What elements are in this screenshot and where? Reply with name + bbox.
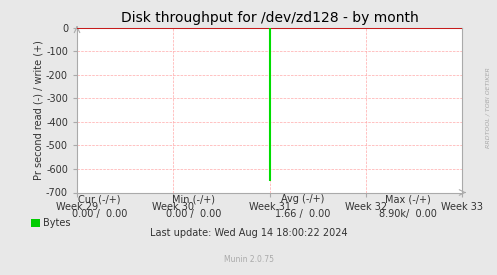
Text: RRDTOOL / TOBI OETIKER: RRDTOOL / TOBI OETIKER (486, 67, 491, 148)
Title: Disk throughput for /dev/zd128 - by month: Disk throughput for /dev/zd128 - by mont… (121, 11, 418, 25)
Text: 0.00 /  0.00: 0.00 / 0.00 (166, 209, 222, 219)
Text: 8.90k/  0.00: 8.90k/ 0.00 (379, 209, 436, 219)
Text: 1.66 /  0.00: 1.66 / 0.00 (275, 209, 331, 219)
Text: Cur (-/+): Cur (-/+) (78, 194, 121, 204)
Text: 0.00 /  0.00: 0.00 / 0.00 (72, 209, 127, 219)
Text: Min (-/+): Min (-/+) (172, 194, 215, 204)
Text: Munin 2.0.75: Munin 2.0.75 (224, 255, 273, 264)
Text: Avg (-/+): Avg (-/+) (281, 194, 325, 204)
Y-axis label: Pr second read (-) / write (+): Pr second read (-) / write (+) (33, 40, 43, 180)
Text: Max (-/+): Max (-/+) (385, 194, 430, 204)
Text: Bytes: Bytes (43, 218, 71, 228)
Text: Last update: Wed Aug 14 18:00:22 2024: Last update: Wed Aug 14 18:00:22 2024 (150, 229, 347, 238)
